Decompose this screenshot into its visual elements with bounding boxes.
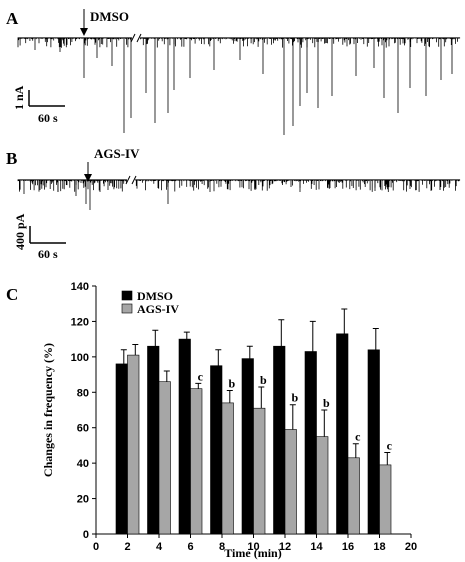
bar-ags-iv-6min (190, 388, 203, 535)
bar-ags-iv-12min (284, 429, 297, 535)
x-axis-title: Time (min) (224, 546, 281, 560)
legend-swatch (121, 290, 133, 301)
panel-c-label: C (6, 285, 18, 304)
error-bar (352, 443, 359, 458)
panel-b-scale-bar (29, 226, 66, 244)
error-bar (132, 344, 139, 356)
error-bar (195, 382, 202, 389)
bar-ags-iv-2min (127, 354, 140, 535)
x-tick-label: 10 (247, 541, 259, 553)
significance-label: c (387, 439, 393, 453)
bar-ags-iv-10min (253, 407, 266, 535)
y-tick-label: 80 (77, 387, 89, 399)
bar-ags-iv-8min (221, 402, 234, 535)
significance-label: b (228, 377, 235, 391)
bar-dmso-4min (147, 345, 160, 535)
x-tick-label: 20 (405, 541, 417, 553)
bar-ags-iv-16min (347, 457, 360, 535)
error-bar (278, 319, 285, 347)
bar-dmso-2min (115, 363, 128, 535)
error-bar (226, 390, 233, 403)
y-tick-label: 120 (71, 316, 89, 328)
y-tick-label: 40 (77, 458, 89, 470)
error-bar (163, 370, 170, 382)
x-tick-label: 2 (124, 541, 130, 553)
error-bar (215, 349, 222, 366)
significance-label: b (260, 373, 267, 387)
legend-swatch (121, 303, 133, 314)
x-tick-label: 0 (93, 541, 99, 553)
panel-a-label: A (6, 9, 19, 28)
y-tick-label: 20 (77, 494, 89, 506)
x-tick-label: 4 (156, 541, 163, 553)
y-tick-label: 0 (83, 529, 89, 541)
panel-b-scale-time: 60 s (38, 247, 58, 261)
error-bar (183, 331, 190, 340)
significance-label: c (355, 430, 361, 444)
significance-label: b (323, 396, 330, 410)
error-bar (321, 409, 328, 437)
bar-dmso-18min (367, 349, 380, 535)
legend-label: DMSO (137, 289, 173, 303)
error-bar (372, 328, 379, 350)
panel-b-marker-label: AGS-IV (94, 146, 140, 161)
bar-chart: 0 2 4 6 8 10 12 14 16 18 20 0 20 40 60 80 100 120 140 c b b b… (71, 281, 417, 553)
panel-a-scale-bar (28, 90, 65, 107)
significance-label: c (198, 369, 204, 383)
bar-ags-iv-14min (316, 436, 329, 535)
error-bar (341, 308, 348, 334)
panel-b-marker-arrow (84, 162, 92, 182)
panel-a-scale-time: 60 s (38, 111, 58, 125)
error-bar (384, 452, 391, 465)
x-tick-label: 6 (187, 541, 193, 553)
y-tick-label: 100 (71, 352, 89, 364)
legend-label: AGS-IV (137, 302, 179, 316)
error-bar (246, 345, 253, 359)
y-tick-label: 60 (77, 423, 89, 435)
error-bar (152, 329, 159, 347)
panel-a-marker-label: DMSO (90, 9, 129, 24)
chart-axes: 0 2 4 6 8 10 12 14 16 18 20 0 20 40 60 80 100 120 140 (71, 281, 417, 553)
panel-b-scale-current: 400 pA (13, 213, 27, 250)
bar-dmso-6min (178, 338, 191, 535)
x-tick-label: 18 (373, 541, 385, 553)
x-tick-label: 12 (279, 541, 291, 553)
significance-label: b (291, 391, 298, 405)
bar-dmso-14min (304, 351, 317, 535)
bar-dmso-10min (241, 358, 254, 535)
error-bar (258, 386, 265, 409)
bar-ags-iv-18min (379, 464, 392, 535)
x-tick-label: 8 (219, 541, 225, 553)
y-axis-title: Changes in frequency (%) (41, 343, 55, 477)
x-tick-label: 16 (342, 541, 354, 553)
error-bar (120, 349, 127, 364)
bar-ags-iv-4min (158, 381, 171, 535)
chart-bars: c b b b b c c (115, 308, 393, 535)
y-tick-label: 140 (71, 281, 89, 293)
error-bar (289, 404, 296, 430)
panel-a-marker-arrow (80, 9, 88, 36)
bar-dmso-8min (210, 365, 223, 535)
x-tick-label: 14 (310, 541, 323, 553)
panel-a-scale-current: 1 nA (12, 85, 26, 110)
panel-b-trace (17, 175, 461, 210)
panel-b-label: B (6, 149, 17, 168)
bar-dmso-16min (336, 333, 349, 535)
error-bar (309, 320, 316, 352)
panel-a-trace (17, 33, 461, 135)
bar-dmso-12min (273, 345, 286, 535)
